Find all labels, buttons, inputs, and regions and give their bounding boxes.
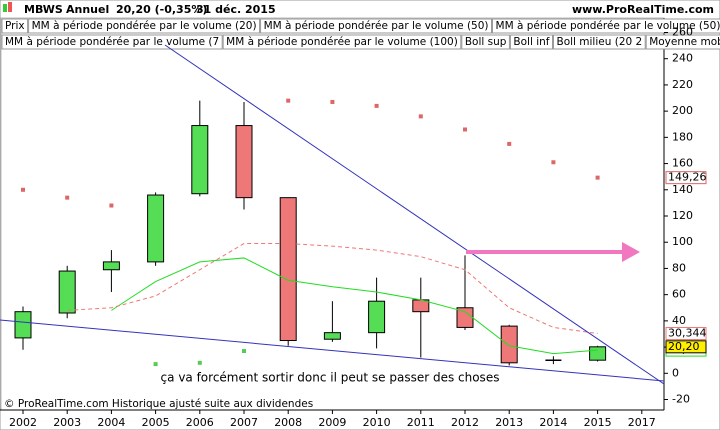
- x-tick-label: 2014: [539, 416, 567, 429]
- x-tick-label: 2012: [451, 416, 479, 429]
- legend-box: [552, 34, 646, 50]
- x-tick-label: 2013: [495, 416, 523, 429]
- x-tick-label: 2006: [186, 416, 214, 429]
- x-tick-label: 2010: [363, 416, 391, 429]
- candle-body: [368, 300, 386, 334]
- y-tick-label: 100: [672, 235, 693, 248]
- candle-body: [500, 325, 518, 364]
- site: www.ProRealTime.com: [572, 3, 714, 16]
- indicator-dot: [463, 127, 467, 132]
- indicator-dot: [507, 141, 512, 146]
- legend-entry: MM à période pondérée par le volume (50): [264, 20, 489, 32]
- candle-body: [147, 194, 165, 263]
- candle-body: [279, 197, 297, 342]
- x-tick-label: 2017: [628, 416, 656, 429]
- indicator-line: [67, 243, 598, 335]
- legend-box: [1, 18, 29, 34]
- x-tick-label: 2008: [274, 416, 302, 429]
- indicator-dot: [153, 362, 158, 367]
- legend-entry: MM à période pondérée par le volume (50): [496, 20, 720, 32]
- y-tick-label: 0: [672, 366, 679, 379]
- plot-area: [0, 17, 665, 411]
- indicator-dot: [197, 360, 202, 365]
- period: Annuel: [66, 3, 109, 16]
- footer: © ProRealTime.com Historique ajusté suit…: [4, 398, 313, 410]
- legend-box: [1, 34, 223, 50]
- indicator-dot: [286, 98, 291, 103]
- legend-entry: Prix: [5, 20, 25, 32]
- indicator-dot: [65, 195, 70, 200]
- y-tick-label: 80: [672, 261, 686, 274]
- indicator-dot: [374, 103, 379, 108]
- legend-box: [461, 34, 510, 50]
- legend-box: [645, 34, 720, 50]
- x-tick-label: 2011: [407, 416, 435, 429]
- x-tick-label: 2007: [230, 416, 258, 429]
- y-tick-label: 120: [672, 209, 693, 222]
- indicator-dot: [242, 349, 246, 354]
- legend: Prix MM à période pondérée par le volume …: [1, 18, 720, 50]
- x-tick-label: 2005: [142, 416, 170, 429]
- price-label: 149,26: [668, 171, 707, 184]
- candle-body: [235, 125, 253, 199]
- candle-body: [58, 270, 76, 314]
- y-tick-label: 180: [672, 130, 693, 143]
- legend-entry: Boll inf: [513, 36, 549, 48]
- indicator-dot: [109, 203, 114, 208]
- y-tick-label: 40: [672, 314, 686, 327]
- y-tick-label: 60: [672, 288, 686, 301]
- indicator-dot: [418, 114, 423, 119]
- icon: [3, 4, 7, 12]
- price-label-box: [665, 340, 707, 354]
- annotation: ça va forcément sortir donc il peut se p…: [161, 371, 500, 385]
- price-label: 20,20: [668, 340, 700, 353]
- icon: [8, 2, 12, 12]
- plot: [14, 98, 607, 367]
- candle-body: [191, 125, 209, 195]
- x-tick-label: 2002: [9, 416, 37, 429]
- legend-entry: Moyenne mobile: [649, 36, 720, 48]
- x-tick-label: 2009: [318, 416, 346, 429]
- candle-body: [589, 346, 607, 361]
- trend-line: [0, 319, 665, 382]
- trend-line: [164, 44, 665, 385]
- indicator-dot: [595, 175, 600, 180]
- legend-box: [222, 34, 462, 50]
- y-tick-label: -20: [672, 393, 690, 406]
- date: 31 déc. 2015: [196, 3, 276, 16]
- price-label-box: [665, 171, 707, 185]
- y-tick-label: 260: [672, 25, 693, 38]
- legend-box: [492, 18, 720, 34]
- legend-entry: Boll milieu (20 2: [556, 36, 642, 48]
- price-label-box: [665, 327, 707, 341]
- header: MBWS Annuel 20,20 (-0,35%) 31 déc. 2015 …: [3, 2, 714, 16]
- candle-body: [14, 311, 32, 339]
- y-tick-label: 220: [672, 78, 693, 91]
- price-label: 30,344: [668, 327, 707, 340]
- candle-body: [102, 261, 120, 271]
- legend-box: [28, 18, 261, 34]
- indicator-line: [111, 257, 598, 355]
- legend-entry: MM à période pondérée par le volume (7: [5, 36, 219, 48]
- last-price: 20,20 (-0,35%): [116, 3, 207, 16]
- legend-entry: MM à période pondérée par le volume (20): [32, 20, 257, 32]
- y-tick-label: 200: [672, 104, 693, 117]
- legend-box: [509, 34, 553, 50]
- indicator-dot: [551, 160, 556, 165]
- y-tick-label: 160: [672, 157, 693, 170]
- y-tick-label: 140: [672, 183, 693, 196]
- x-tick-label: 2003: [53, 416, 81, 429]
- indicator-dot: [21, 187, 25, 192]
- legend-entry: Boll sup: [465, 36, 507, 48]
- y-tick-label: 240: [672, 52, 693, 65]
- legend-entry: MM à période pondérée par le volume (100…: [226, 36, 458, 48]
- arrow-head: [622, 242, 640, 262]
- x-tick-label: 2015: [584, 416, 612, 429]
- x-tick-label: 2004: [97, 416, 125, 429]
- indicator-dot: [330, 99, 335, 104]
- legend-box: [260, 18, 493, 34]
- candle-body: [323, 332, 341, 340]
- symbol: MBWS: [24, 3, 63, 16]
